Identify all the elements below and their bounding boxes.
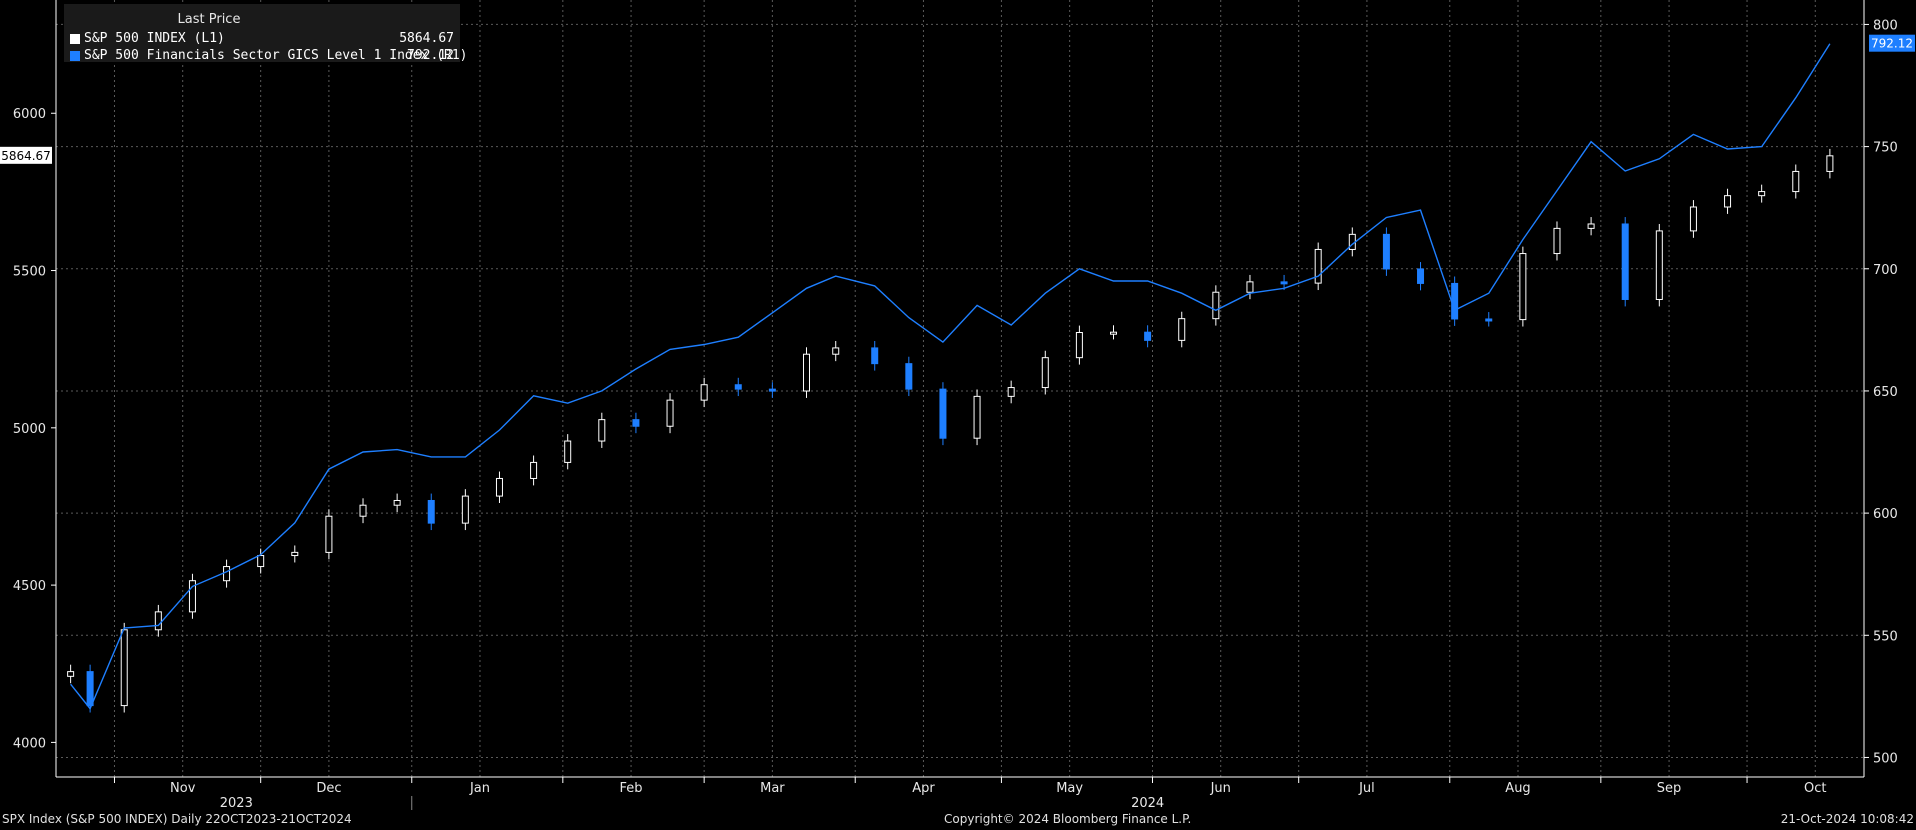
candle-body	[832, 347, 840, 355]
candle-body	[1758, 191, 1766, 197]
right-axis-tick-label: 750	[1873, 141, 1898, 156]
legend-series1-value: 5864.67	[399, 31, 454, 46]
candle-body	[1485, 318, 1493, 322]
candle-body	[1451, 282, 1459, 320]
candle-body	[632, 419, 640, 427]
legend-series2-name: S&P 500 Financials Sector GICS Level 1 I…	[84, 48, 468, 63]
x-month-label: Dec	[316, 781, 341, 796]
candle-body	[1792, 170, 1800, 193]
footer-security-info: SPX Index (S&P 500 INDEX) Daily 22OCT202…	[2, 812, 352, 826]
legend-series1-name: S&P 500 INDEX (L1)	[84, 31, 225, 46]
candle-body	[1417, 268, 1425, 284]
candle-body	[905, 363, 913, 390]
legend-series2-value: 792.12	[407, 48, 454, 63]
candle-body	[1655, 230, 1663, 300]
candle-body	[1724, 195, 1732, 208]
candle-body	[1689, 206, 1697, 232]
candle-body	[1826, 155, 1834, 172]
left-axis-tick-label: 4000	[13, 736, 46, 751]
x-year-label: 2023	[220, 796, 253, 811]
candle-body	[802, 353, 810, 392]
candle-body	[257, 555, 265, 568]
legend-swatch-blue	[70, 51, 80, 61]
legend-entry-financials[interactable]: S&P 500 Financials Sector GICS Level 1 I…	[70, 48, 468, 64]
candle-body	[495, 477, 503, 497]
candle-body	[1212, 291, 1220, 320]
candle-body	[598, 419, 606, 442]
footer-copyright: Copyright© 2024 Bloomberg Finance L.P.	[944, 812, 1192, 826]
x-month-label: Jun	[1210, 781, 1231, 796]
candle-body	[86, 671, 94, 707]
x-month-label: Oct	[1804, 781, 1826, 796]
x-month-label: Apr	[912, 781, 935, 796]
x-year-label: 2024	[1131, 796, 1164, 811]
left-last-value-label: 5864.67	[1, 149, 51, 163]
candle-body	[768, 388, 776, 392]
candle-body	[1178, 318, 1186, 341]
candle-body	[700, 384, 708, 401]
x-month-label: Nov	[170, 781, 196, 796]
candle-body	[291, 551, 299, 557]
candle-body	[1110, 331, 1118, 335]
legend-entry-spx[interactable]: S&P 500 INDEX (L1) 5864.67	[70, 31, 454, 47]
right-last-value-box	[1869, 34, 1915, 52]
candle-body	[1041, 357, 1049, 389]
candle-body	[1280, 281, 1288, 285]
x-month-label: Jan	[469, 781, 490, 796]
legend-swatch-white	[70, 34, 80, 44]
x-month-label: Jul	[1358, 781, 1375, 796]
candle-body	[1382, 233, 1390, 270]
spx-candles	[67, 148, 1834, 713]
candle-body	[188, 580, 196, 613]
candle-body	[1621, 223, 1629, 300]
left-axis-tick-label: 6000	[13, 107, 46, 122]
x-month-label: Aug	[1505, 781, 1530, 796]
x-month-label: May	[1056, 781, 1083, 796]
candle-body	[120, 629, 128, 707]
left-axis-tick-label: 5000	[13, 422, 46, 437]
right-axis-tick-label: 700	[1873, 263, 1898, 278]
candle-body	[939, 388, 947, 439]
candle-body	[393, 499, 401, 506]
candle-body	[1246, 281, 1254, 293]
candle-body	[461, 495, 469, 524]
candle-body	[734, 384, 742, 390]
right-last-value-label: 792.12	[1871, 37, 1913, 51]
footer-timestamp: 21-Oct-2024 10:08:42	[1780, 812, 1914, 826]
right-axis-tick-label: 550	[1873, 629, 1898, 644]
right-axis-tick-label: 600	[1873, 507, 1898, 522]
candle-body	[359, 504, 367, 517]
left-last-value-box	[0, 146, 52, 164]
right-axis-tick-label: 500	[1873, 751, 1898, 766]
candle-body	[1075, 332, 1083, 359]
candle-body	[427, 499, 435, 524]
financials-line	[70, 43, 1831, 710]
left-axis-tick-label: 4500	[13, 579, 46, 594]
candle-body	[1007, 387, 1015, 397]
candle-body	[325, 515, 333, 553]
left-axis-tick-label: 5500	[13, 265, 46, 280]
candle-body	[1314, 248, 1322, 284]
chart-legend: Last Price S&P 500 INDEX (L1) 5864.67 S&…	[64, 4, 468, 64]
candle-body	[1519, 253, 1527, 321]
candle-body	[223, 566, 231, 582]
candle-body	[1144, 331, 1152, 341]
candle-body	[154, 611, 162, 631]
right-axis-tick-label: 650	[1873, 385, 1898, 400]
right-axis-tick-label: 800	[1873, 18, 1898, 33]
x-month-label: Mar	[760, 781, 785, 796]
candle-body	[973, 395, 981, 439]
legend-title: Last Price	[177, 12, 241, 27]
x-month-label: Feb	[620, 781, 643, 796]
candle-body	[1587, 223, 1595, 229]
candle-body	[564, 440, 572, 463]
x-month-label: Sep	[1657, 781, 1682, 796]
candle-body	[871, 347, 879, 365]
candle-body	[530, 461, 538, 479]
candle-body	[666, 399, 674, 427]
candle-body	[1553, 227, 1561, 255]
candle-body	[67, 671, 75, 677]
